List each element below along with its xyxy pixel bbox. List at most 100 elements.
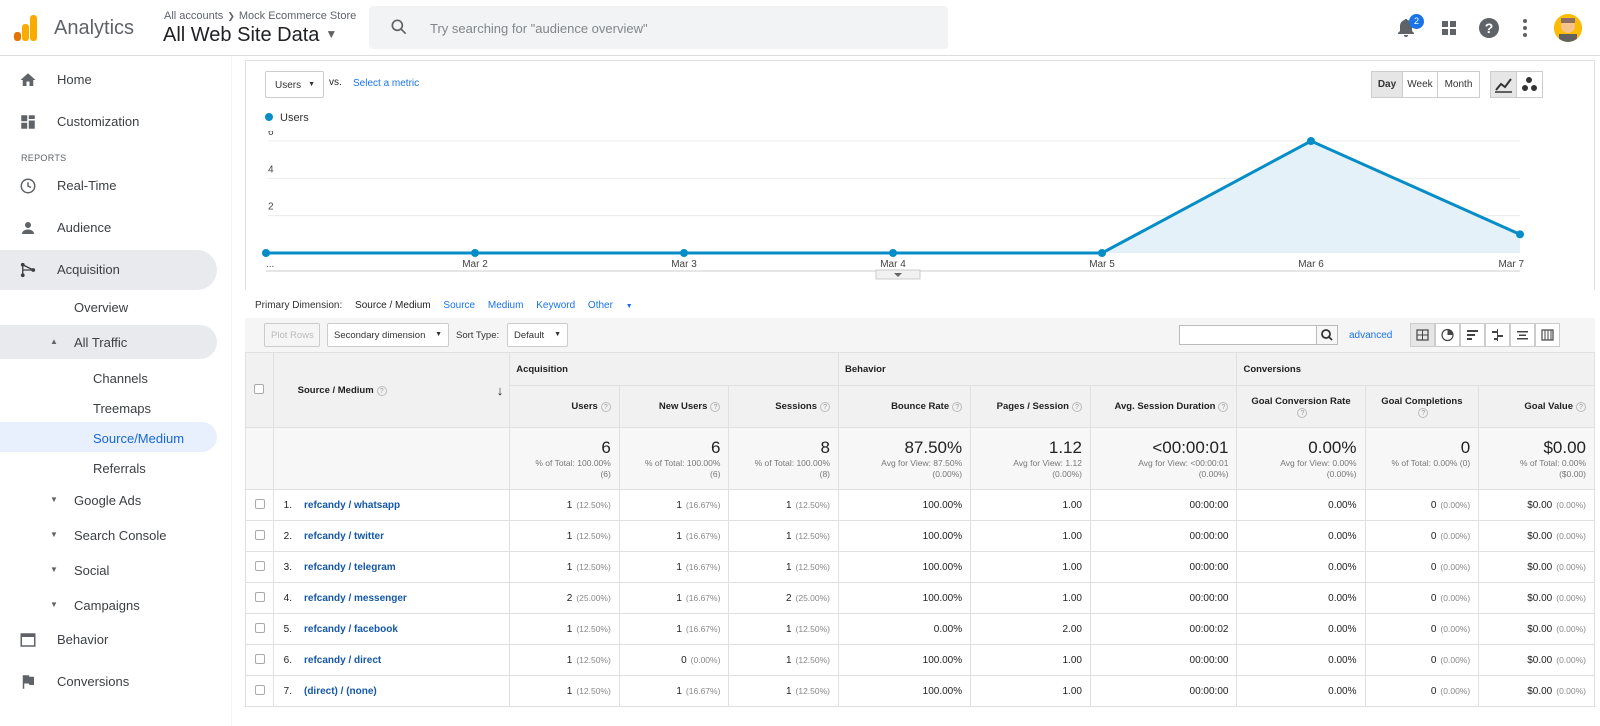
breadcrumb-property[interactable]: Mock Ecommerce Store	[238, 10, 357, 22]
table-row[interactable]: 6. refcandy / direct 1 (12.50%) 0 (0.00%) 1 (12…	[245, 644, 1595, 676]
row-checkbox-cell[interactable]	[245, 644, 274, 676]
sidebar-item-referrals[interactable]: Referrals	[0, 452, 217, 482]
column-header-new-users[interactable]: New Users?	[618, 385, 730, 428]
checkbox[interactable]	[254, 560, 265, 571]
help-icon[interactable]: ?	[1576, 402, 1586, 412]
analytics-logo-icon[interactable]	[14, 15, 38, 41]
metric-selector[interactable]: Users ▼	[265, 71, 324, 98]
advanced-filter-link[interactable]: advanced	[1349, 330, 1393, 341]
breadcrumb-accounts[interactable]: All accounts	[164, 10, 224, 22]
column-header-avg-session-duration[interactable]: Avg. Session Duration?	[1089, 385, 1238, 428]
column-header-sessions[interactable]: Sessions?	[728, 385, 840, 428]
help-icon[interactable]: ?	[710, 402, 721, 412]
view-performance-button[interactable]	[1460, 323, 1485, 347]
help-icon[interactable]: ?	[820, 402, 831, 412]
plot-rows-button[interactable]: Plot Rows	[264, 323, 320, 347]
row-checkbox-cell[interactable]	[245, 675, 274, 707]
dimension-keyword-link[interactable]: Keyword	[536, 300, 576, 311]
view-pie-button[interactable]	[1435, 323, 1460, 347]
more-vert-icon[interactable]	[1513, 16, 1537, 40]
sidebar-item-conversions[interactable]: Conversions	[0, 662, 217, 702]
avatar[interactable]	[1554, 14, 1582, 42]
checkbox[interactable]	[254, 591, 265, 602]
help-icon[interactable]: ?	[376, 385, 387, 396]
sidebar-item-realtime[interactable]: Real-Time	[0, 166, 217, 206]
breadcrumb[interactable]: All accounts ❯ Mock Ecommerce Store	[164, 10, 356, 22]
source-medium-link[interactable]: refcandy / whatsapp	[303, 499, 401, 511]
sidebar-item-treemaps[interactable]: Treemaps	[0, 392, 217, 422]
column-header-goal-value[interactable]: Goal Value?	[1478, 385, 1595, 428]
checkbox[interactable]	[254, 622, 265, 633]
row-checkbox-cell[interactable]	[245, 520, 274, 552]
checkbox[interactable]	[254, 653, 265, 664]
checkbox[interactable]	[254, 684, 265, 695]
table-row[interactable]: 1. refcandy / whatsapp 1 (12.50%) 1 (16.67%) 1…	[245, 489, 1595, 521]
sidebar-item-social[interactable]: ▼ Social	[0, 553, 217, 587]
source-medium-link[interactable]: refcandy / twitter	[303, 530, 385, 542]
view-selector[interactable]: All Web Site Data ▼	[163, 24, 337, 47]
sidebar-item-audience[interactable]: Audience	[0, 208, 217, 248]
dimension-medium-link[interactable]: Medium	[487, 300, 524, 311]
apps-grid-icon[interactable]	[1437, 16, 1461, 40]
column-header-users[interactable]: Users?	[509, 385, 620, 428]
sidebar-item-all-traffic[interactable]: ▲ All Traffic	[0, 325, 217, 359]
view-term-cloud-button[interactable]	[1510, 323, 1535, 347]
help-icon[interactable]: ?	[952, 402, 963, 412]
sidebar-item-home[interactable]: Home	[0, 60, 217, 100]
source-medium-link[interactable]: refcandy / messenger	[303, 592, 407, 604]
dimension-other-dropdown[interactable]: Other ▼	[588, 300, 643, 311]
sidebar-item-behavior[interactable]: Behavior	[0, 620, 217, 660]
checkbox[interactable]	[254, 383, 265, 394]
data-point[interactable]	[1516, 230, 1524, 239]
source-medium-link[interactable]: (direct) / (none)	[303, 685, 377, 697]
data-point[interactable]	[1307, 137, 1315, 145]
search-input[interactable]	[430, 18, 910, 38]
table-search-button[interactable]	[1316, 325, 1338, 345]
view-data-table-button[interactable]	[1410, 323, 1435, 347]
source-medium-link[interactable]: refcandy / telegram	[303, 561, 396, 573]
sidebar-item-search-console[interactable]: ▼ Search Console	[0, 518, 217, 552]
help-icon[interactable]: ?	[600, 402, 611, 412]
table-row[interactable]: 3. refcandy / telegram 1 (12.50%) 1 (16.67%) 1…	[245, 551, 1595, 583]
motion-chart-toggle[interactable]	[1516, 71, 1543, 98]
dimension-column-header[interactable]: Source / Medium? ↓	[272, 352, 511, 428]
data-point[interactable]	[262, 249, 270, 257]
row-checkbox-cell[interactable]	[245, 582, 274, 614]
table-row[interactable]: 7. (direct) / (none) 1 (12.50%) 1 (16.67%) 1 (1…	[245, 675, 1595, 707]
table-row[interactable]: 2. refcandy / twitter 1 (12.50%) 1 (16.67%) 1(…	[245, 520, 1595, 552]
line-chart-toggle[interactable]	[1490, 71, 1517, 98]
help-icon[interactable]: ?	[1477, 16, 1501, 40]
secondary-dimension-dropdown[interactable]: Secondary dimension ▼	[327, 323, 449, 347]
data-point[interactable]	[889, 249, 897, 257]
column-header-goal-conversion-rate[interactable]: Goal Conversion Rate?	[1236, 385, 1366, 428]
month-button[interactable]: Month	[1437, 71, 1480, 98]
sidebar-item-customization[interactable]: Customization	[0, 102, 217, 142]
help-icon[interactable]: ?	[1297, 407, 1308, 418]
source-medium-link[interactable]: refcandy / direct	[303, 654, 382, 666]
view-comparison-button[interactable]	[1485, 323, 1510, 347]
data-point[interactable]	[1098, 249, 1106, 257]
table-row[interactable]: 5. refcandy / facebook 1 (12.50%) 1 (16.67%) 1…	[245, 613, 1595, 645]
checkbox[interactable]	[254, 529, 265, 540]
help-icon[interactable]: ?	[1418, 407, 1429, 418]
source-medium-link[interactable]: refcandy / facebook	[303, 623, 398, 635]
sidebar-item-channels[interactable]: Channels	[0, 362, 217, 392]
row-checkbox-cell[interactable]	[245, 489, 274, 521]
table-filter-input[interactable]	[1179, 325, 1317, 345]
checkbox[interactable]	[254, 498, 265, 509]
column-header-bounce-rate[interactable]: Bounce Rate?	[838, 385, 972, 428]
column-header-pages-session[interactable]: Pages / Session?	[970, 385, 1091, 428]
select-metric-link[interactable]: Select a metric	[353, 78, 420, 89]
sidebar-item-campaigns[interactable]: ▼ Campaigns	[0, 588, 217, 622]
sort-type-dropdown[interactable]: Default ▼	[507, 323, 568, 347]
sidebar-item-google-ads[interactable]: ▼ Google Ads	[0, 483, 217, 517]
row-checkbox-cell[interactable]	[245, 613, 274, 645]
week-button[interactable]: Week	[1402, 71, 1438, 98]
help-icon[interactable]: ?	[1071, 402, 1082, 412]
select-all-checkbox-cell[interactable]	[245, 352, 274, 428]
dimension-source-link[interactable]: Source	[443, 300, 476, 311]
search-bar[interactable]	[369, 6, 948, 49]
view-pivot-button[interactable]	[1535, 323, 1560, 347]
table-row[interactable]: 4. refcandy / messenger 2 (25.00%) 1 (16.67%)…	[245, 582, 1595, 614]
data-point[interactable]	[680, 249, 688, 257]
